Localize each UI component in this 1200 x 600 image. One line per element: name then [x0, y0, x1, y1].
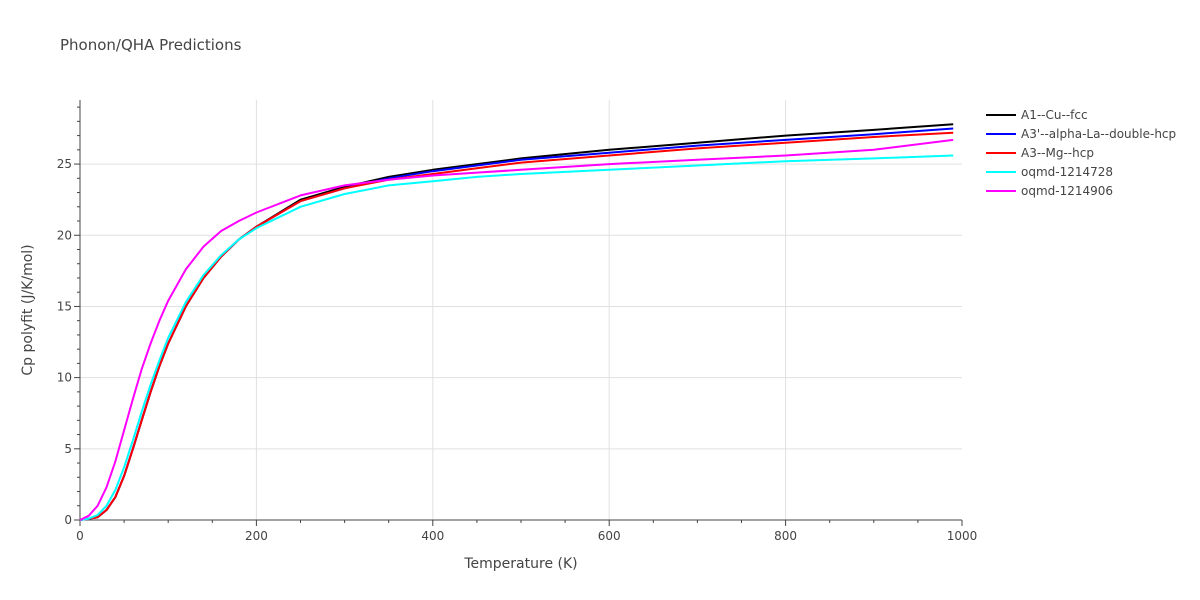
series-lines — [79, 123, 954, 521]
legend-item[interactable]: oqmd-1214906 — [986, 184, 1113, 198]
x-tick-label: 1000 — [947, 529, 978, 543]
legend-item[interactable]: A3'--alpha-La--double-hcp — [986, 127, 1176, 141]
y-tick-labels: 0 5 10 15 20 25 — [57, 157, 72, 527]
x-axis-title: Temperature (K) — [463, 556, 577, 572]
y-tick-label: 15 — [57, 299, 72, 313]
legend[interactable]: A1--Cu--fcc A3'--alpha-La--double-hcp A3--… — [986, 108, 1176, 198]
legend-label: A3--Mg--hcp — [1021, 146, 1094, 160]
series-line-5 — [79, 138, 954, 521]
x-tick-label: 200 — [245, 529, 268, 543]
series-line-4 — [79, 154, 954, 521]
legend-item[interactable]: oqmd-1214728 — [986, 165, 1113, 179]
axes — [74, 100, 963, 526]
x-tick-label: 400 — [421, 529, 444, 543]
y-tick-label: 25 — [57, 157, 72, 171]
y-tick-label: 20 — [57, 228, 72, 242]
chart-title: Phonon/QHA Predictions — [60, 36, 242, 54]
x-tick-labels: 0 200 400 600 800 1000 — [76, 529, 977, 543]
x-tick-label: 0 — [76, 529, 84, 543]
legend-label: oqmd-1214728 — [1021, 165, 1113, 179]
legend-item[interactable]: A1--Cu--fcc — [986, 108, 1088, 122]
legend-label: A3'--alpha-La--double-hcp — [1021, 127, 1176, 141]
y-tick-label: 0 — [64, 513, 72, 527]
legend-item[interactable]: A3--Mg--hcp — [986, 146, 1094, 160]
series-line-3 — [79, 131, 954, 521]
y-tick-label: 10 — [57, 371, 72, 385]
y-axis-title: Cp polyfit (J/K/mol) — [20, 244, 36, 375]
series-line-1 — [79, 123, 954, 521]
x-tick-label: 600 — [598, 529, 621, 543]
legend-label: oqmd-1214906 — [1021, 184, 1113, 198]
y-tick-label: 5 — [64, 442, 72, 456]
legend-label: A1--Cu--fcc — [1021, 108, 1088, 122]
x-tick-label: 800 — [774, 529, 797, 543]
series-line-2 — [79, 127, 954, 521]
